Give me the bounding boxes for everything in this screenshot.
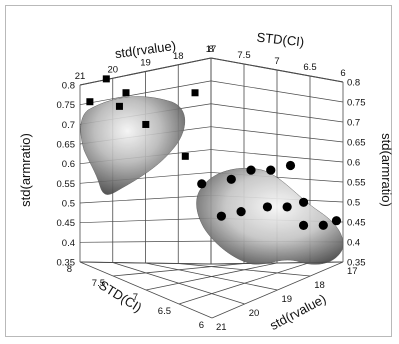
x-tick-label-bottom: 19 [282,294,293,305]
y-tick-label-top: 6 [340,68,345,79]
z-tick-label-right: 0.6 [347,158,360,169]
data-point-s1-3 [86,98,94,106]
data-point-s2-7 [236,206,246,217]
z-tick-label-right: 0.45 [347,218,366,229]
data-point-s2-6 [216,211,226,221]
x-tick-label-bottom: 17 [347,266,358,277]
z-tick-label-left: 0.4 [62,238,75,249]
floor-grid-line-y [211,261,344,319]
data-point-s2-5 [285,160,296,171]
y-tick-label-bottom: 6 [199,320,204,331]
z-tick-label-right: 0.55 [347,178,366,189]
z-tick-label-left: 0.8 [62,81,75,92]
surface-cluster-2 [196,167,344,265]
z-tick-label-left: 0.75 [57,100,76,111]
x-tick-label-bottom: 20 [249,308,260,319]
z-tick-label-right: 0.8 [347,78,360,89]
y-tick-label-top: 6.5 [303,62,316,73]
x-tick-label-top: 19 [140,58,151,69]
data-point-s2-4 [266,165,276,175]
x-tick-label-bottom: 18 [314,280,325,291]
z-tick-label-right: 0.4 [347,238,360,249]
z-tick-label-left: 0.6 [62,159,75,170]
data-point-s2-10 [299,197,309,207]
data-point-s1-5 [191,89,199,97]
y-tick-label-bottom: 7.5 [92,278,105,289]
data-point-s2-12 [318,220,328,230]
data-point-s1-6 [142,120,150,128]
data-point-s1-7 [181,152,189,160]
y-tick-label-bottom: 8 [67,264,72,275]
x-axis-label-bottom: std(rvalue) [267,291,328,333]
data-point-s1-2 [122,89,130,97]
data-point-s2-2 [226,174,236,184]
z-tick-label-left: 0.55 [57,179,76,190]
y-tick-label-top: 8 [208,44,213,55]
data-point-s2-8 [262,202,273,212]
z-axis-label-right: std(armratio) [379,133,394,207]
z-tick-label-left: 0.7 [62,120,75,131]
data-point-s1-1 [102,75,110,83]
y-axis-label-top: STD(CI) [256,30,305,50]
z-tick-label-left: 0.45 [57,218,76,229]
z-tick-label-right: 0.5 [347,198,360,209]
x-tick-label-top: 17 [206,44,217,55]
data-point-s2-1 [197,179,207,189]
x-tick-label-top: 20 [107,64,118,75]
floor-grid-line-y [112,263,245,277]
top-edge-left [79,57,212,86]
x-tick-label-bottom: 21 [216,322,227,333]
z-tick-label-right: 0.7 [347,118,360,129]
x-tick-label-top: 18 [173,51,184,62]
x-tick-label-top: 21 [75,71,86,82]
floor-grid-line-y [178,262,311,305]
data-point-s2-13 [331,216,342,226]
floor-grid-line-y [79,261,212,265]
z-tick-label-left: 0.35 [57,258,76,269]
tick-labels: 0.8 0.8 0.75 0.75 0.7 0.7 0.65 0.65 0.6 0.6 0.55 0.… [57,44,366,333]
z-tick-label-right: 0.35 [347,258,366,269]
surfaces [80,96,344,265]
data-points [86,75,342,230]
y-tick-label-top: 7.5 [237,50,250,61]
y-tick-label-top: 7 [274,56,279,67]
y-tick-label-bottom: 6.5 [158,306,171,317]
data-point-s2-9 [282,202,292,212]
z-axis-label-left: std(armratio) [18,133,33,207]
data-point-s2-11 [298,220,309,230]
top-edge-right [210,57,344,83]
surface-cluster-1 [80,96,186,195]
z-tick-label-left: 0.5 [62,199,75,210]
z-tick-label-right: 0.65 [347,138,366,149]
z-tick-label-right: 0.75 [347,98,366,109]
z-tick-label-left: 0.65 [57,140,76,151]
floor-grid-line-y [145,262,278,291]
data-point-s1-4 [115,102,123,110]
data-point-s2-3 [246,165,256,175]
y-tick-label-bottom: 7 [133,292,138,303]
